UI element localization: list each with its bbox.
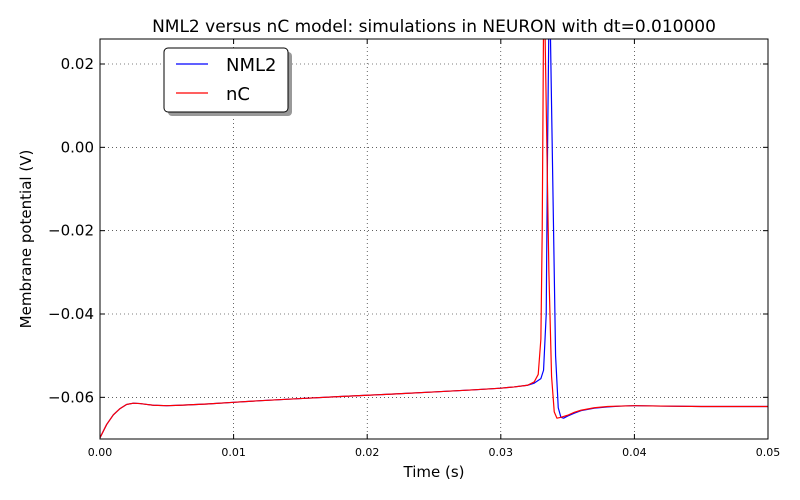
x-tick-label: 0.04 [622,446,647,459]
y-tick-label: 0.00 [61,138,94,156]
x-tick-label: 0.03 [489,446,514,459]
x-tick-label: 0.05 [756,446,781,459]
legend: NML2 nC [163,47,292,116]
y-axis-label: Membrane potential (V) [17,150,35,329]
y-tick-label: −0.02 [48,222,94,240]
x-tick-label: 0.02 [355,446,380,459]
y-tick-label: −0.06 [48,388,94,406]
plot-frame [99,38,769,440]
x-tick-label: 0.01 [221,446,246,459]
y-tick-label: −0.04 [48,305,94,323]
legend-label-nc: nC [226,84,250,105]
chart-title: NML2 versus nC model: simulations in NEU… [152,17,716,37]
x-axis-ticks: 0.00 0.01 0.02 0.03 0.04 0.05 [88,39,781,459]
x-axis-label: Time (s) [403,463,465,481]
y-axis-ticks: 0.02 0.00 −0.02 −0.04 −0.06 [48,55,768,406]
x-tick-label: 0.00 [88,446,113,459]
legend-label-nml2: NML2 [226,55,276,76]
series-layer [100,39,768,439]
series-line-nc [100,39,768,439]
y-tick-label: 0.02 [61,55,94,73]
